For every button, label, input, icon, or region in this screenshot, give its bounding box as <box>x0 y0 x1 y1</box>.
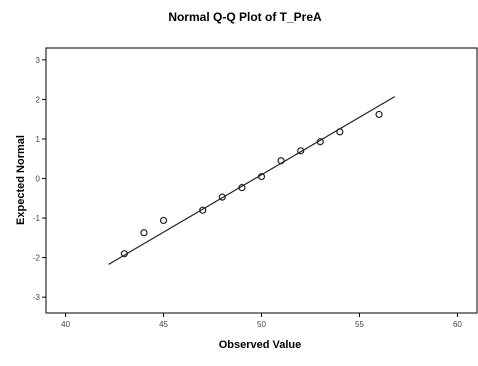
y-tick-label: 0 <box>36 175 41 184</box>
x-tick-label: 45 <box>159 320 168 329</box>
y-tick-label: -1 <box>33 214 41 223</box>
data-point <box>199 206 207 214</box>
reference-line <box>108 96 396 265</box>
data-point <box>277 157 285 165</box>
data-point <box>316 138 324 146</box>
chart-title: Normal Q-Q Plot of T_PreA <box>168 10 322 24</box>
data-point <box>257 172 266 181</box>
data-point <box>297 147 305 155</box>
x-tick-label: 40 <box>61 320 70 329</box>
y-tick-label: -2 <box>33 254 41 263</box>
data-point <box>159 216 168 225</box>
data-point <box>218 193 226 201</box>
y-tick-label: 1 <box>36 135 41 144</box>
x-tick-label: 55 <box>355 320 364 329</box>
data-point <box>375 110 383 119</box>
y-tick-label: -3 <box>33 293 41 302</box>
x-axis-label: Observed Value <box>219 339 302 351</box>
axis-ticks: 40 45 50 55 60 -3 -2 -1 0 1 2 3 <box>33 56 463 329</box>
data-points <box>120 110 383 258</box>
data-point <box>140 229 148 237</box>
data-point <box>120 250 128 258</box>
y-tick-label: 3 <box>36 56 41 65</box>
x-tick-label: 50 <box>257 320 266 329</box>
y-tick-label: 2 <box>36 95 41 104</box>
reference-line-layer <box>108 96 396 265</box>
x-tick-label: 60 <box>453 320 462 329</box>
data-point <box>238 184 246 192</box>
y-axis-label: Expected Normal <box>15 135 27 225</box>
plot-area-frame <box>45 47 478 314</box>
data-point <box>336 128 344 136</box>
